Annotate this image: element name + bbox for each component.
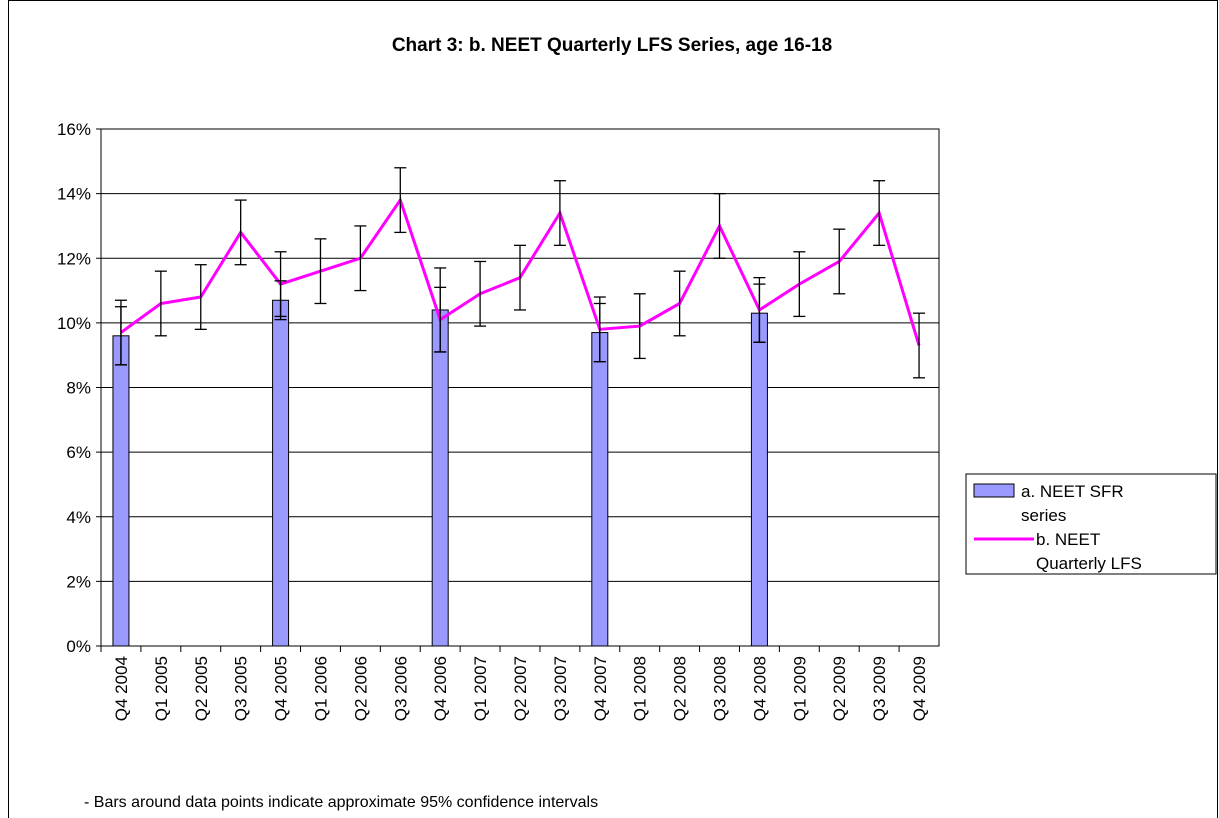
chart-title: Chart 3: b. NEET Quarterly LFS Series, a…	[392, 35, 832, 56]
x-tick-label: Q3 2006	[391, 656, 410, 721]
x-tick-label: Q4 2004	[112, 656, 131, 721]
error-bar	[713, 192, 726, 259]
y-tick-label: 4%	[66, 508, 91, 527]
y-tick-label: 8%	[66, 379, 91, 398]
legend-swatch	[973, 483, 1015, 498]
error-bar	[833, 228, 846, 295]
y-tick-label: 10%	[57, 314, 91, 333]
x-tick-label: Q4 2006	[431, 656, 450, 721]
error-bar	[553, 180, 566, 246]
x-tick-label: Q3 2007	[551, 656, 570, 721]
legend-label: a. NEET SFR series	[1021, 482, 1124, 525]
x-tick-label: Q3 2008	[711, 656, 730, 721]
y-tick-label: 12%	[57, 249, 91, 268]
error-bar	[673, 270, 686, 337]
bar	[112, 335, 130, 647]
error-bar	[314, 238, 327, 305]
legend-label: b. NEET Quarterly LFS	[1036, 530, 1142, 573]
y-tick-label: 16%	[57, 120, 91, 139]
x-tick-label: Q2 2007	[511, 656, 530, 721]
y-tick-label: 0%	[66, 637, 91, 656]
error-bar	[913, 312, 926, 379]
error-bar	[434, 286, 447, 353]
error-bar	[194, 264, 207, 330]
error-bar	[274, 251, 287, 318]
error-bar	[114, 299, 127, 366]
error-bar	[394, 167, 407, 234]
footnote: - Bars around data points indicate appro…	[84, 794, 598, 811]
x-tick-label: Q1 2006	[311, 656, 330, 721]
x-tick-label: Q2 2005	[192, 656, 211, 721]
bar	[591, 332, 609, 647]
error-bar	[474, 260, 487, 327]
error-bar	[154, 270, 167, 337]
x-tick-label: Q1 2008	[631, 656, 650, 721]
bar	[272, 299, 290, 647]
error-bar	[514, 244, 526, 311]
x-tick-label: Q4 2009	[910, 656, 929, 721]
x-tick-label: Q4 2005	[272, 656, 291, 721]
x-tick-label: Q3 2009	[870, 656, 889, 721]
x-tick-label: Q1 2005	[152, 656, 171, 721]
error-bar	[793, 251, 806, 318]
bar	[750, 312, 768, 647]
x-tick-label: Q3 2005	[232, 656, 251, 721]
y-tick-label: 14%	[57, 185, 91, 204]
y-tick-label: 6%	[66, 443, 91, 462]
x-tick-label: Q2 2008	[671, 656, 690, 721]
legend: a. NEET SFR series b. NEET Quarterly LFS	[965, 473, 1217, 575]
x-tick-label: Q1 2009	[790, 656, 809, 721]
error-bar	[633, 293, 646, 360]
x-tick-label: Q2 2009	[830, 656, 849, 721]
error-bar	[593, 296, 606, 363]
x-tick-label: Q1 2007	[471, 656, 490, 721]
bar	[431, 309, 449, 647]
x-tick-label: Q2 2006	[351, 656, 370, 721]
y-tick-label: 2%	[66, 572, 91, 591]
x-tick-label: Q4 2008	[750, 656, 769, 721]
x-tick-label: Q4 2007	[591, 656, 610, 721]
error-bar	[354, 225, 367, 292]
error-bar	[234, 199, 247, 266]
error-bar	[753, 276, 766, 343]
error-bar	[873, 180, 886, 246]
